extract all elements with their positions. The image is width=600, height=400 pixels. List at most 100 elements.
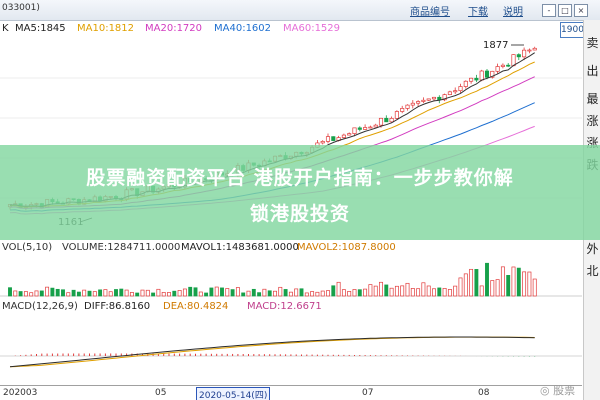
volume-bar xyxy=(204,292,209,297)
volume-bar xyxy=(532,278,537,297)
candle-body xyxy=(347,133,352,136)
volume-bar xyxy=(39,290,44,297)
candle-body xyxy=(325,136,331,142)
volume-bar xyxy=(209,287,214,297)
download-link[interactable]: 下载 xyxy=(468,7,488,18)
candle-body xyxy=(437,96,442,101)
date-tick-08: 08 xyxy=(478,388,490,398)
volume-bar xyxy=(29,292,34,297)
volume-bar xyxy=(225,288,230,297)
volume-bar xyxy=(368,284,373,297)
volume-bar xyxy=(447,289,452,297)
volume-bar xyxy=(188,286,193,297)
volume-bar xyxy=(405,282,410,297)
volume-bar xyxy=(283,289,288,297)
sidebar-item-sell[interactable]: 卖 xyxy=(586,36,599,50)
candle-body xyxy=(384,117,389,123)
volume-bar xyxy=(156,288,161,297)
volume-bar xyxy=(114,289,118,297)
volume-bar xyxy=(50,287,55,297)
volume-bar xyxy=(278,286,283,297)
candle-body xyxy=(421,99,426,102)
volume-bar xyxy=(421,282,426,297)
sidebar-item-latest[interactable]: 最 xyxy=(586,92,599,106)
volume-bar xyxy=(315,291,320,297)
volume-bar xyxy=(453,285,458,297)
volume-bar xyxy=(363,288,368,297)
volume-bar xyxy=(299,288,304,297)
candle-body xyxy=(410,102,415,106)
volume-bar xyxy=(490,280,495,297)
volume-bar xyxy=(193,287,198,297)
sidebar-item-outer[interactable]: 外 xyxy=(586,242,599,256)
maximize-button[interactable]: □ xyxy=(558,4,572,17)
sidebar-item-out[interactable]: 出 xyxy=(586,64,599,78)
minimize-button[interactable]: - xyxy=(542,4,556,17)
volume-bar xyxy=(135,292,140,297)
window-titlebar: 033001) 商品编号 下载 说明 - □ × xyxy=(0,0,600,21)
volume-bar xyxy=(214,286,219,297)
candle-body xyxy=(469,77,474,82)
macd-legend: MACD(12,26,9) DIFF:86.8160 DEA:80.4824 M… xyxy=(0,300,582,314)
candle-body xyxy=(506,64,511,67)
volume-bar xyxy=(172,290,177,297)
diff-value: DIFF:86.8160 xyxy=(84,301,151,312)
volume-bar xyxy=(432,288,436,297)
volume-bar xyxy=(8,287,12,297)
candle-body xyxy=(453,90,458,93)
diff-line xyxy=(9,336,535,368)
mavol1-value: MAVOL1:1483681.0000 xyxy=(181,242,299,253)
volume-bar xyxy=(87,290,92,297)
ma10-value: MA10:1812 xyxy=(77,23,135,34)
volume-bar xyxy=(400,285,405,297)
volume-bar xyxy=(76,291,81,297)
volume-bar xyxy=(235,287,240,297)
vol-label: VOL(5,10) xyxy=(2,242,53,253)
candle-body xyxy=(400,108,405,112)
sidebar-item-north[interactable]: 北 xyxy=(586,264,599,278)
candle-body xyxy=(484,70,490,78)
close-button[interactable]: × xyxy=(574,4,588,17)
volume-bar xyxy=(82,289,87,297)
selected-date[interactable]: 2020-05-14(四) xyxy=(196,387,271,400)
volume-bar xyxy=(357,289,362,297)
volume-bar xyxy=(251,288,256,297)
candle-body xyxy=(447,91,452,95)
volume-bar xyxy=(341,289,346,297)
volume-bar xyxy=(511,266,516,297)
volume-chart-area[interactable] xyxy=(0,255,582,297)
volume-bar xyxy=(320,290,325,297)
volume-bar xyxy=(98,289,103,297)
volume-bar xyxy=(55,288,60,297)
volume-bar xyxy=(331,285,336,297)
ma20-value: MA20:1720 xyxy=(145,23,203,34)
volume-bar xyxy=(257,292,262,297)
macd-chart-area[interactable] xyxy=(0,314,582,384)
kline-label: K xyxy=(2,23,9,34)
banner-title-line2: 锁港股投资 xyxy=(249,203,350,225)
volume-bar xyxy=(108,291,113,297)
volume-value: VOLUME:1284711.0000 xyxy=(62,242,181,253)
volume-bar xyxy=(485,262,489,297)
product-id-link[interactable]: 商品编号 xyxy=(410,7,450,18)
candle-body xyxy=(463,80,468,87)
ma40-value: MA40:1602 xyxy=(214,23,272,34)
volume-bar xyxy=(267,290,272,297)
volume-bar xyxy=(506,275,511,297)
watermark-text: ◎ 股票 xyxy=(540,384,576,397)
volume-bar xyxy=(145,289,150,297)
candle-body xyxy=(426,98,431,101)
volume-bar xyxy=(469,268,474,297)
help-link[interactable]: 说明 xyxy=(503,7,523,18)
high-price-label: 1877 xyxy=(483,40,508,51)
candle-body xyxy=(479,70,484,81)
sidebar-item-rise[interactable]: 涨 xyxy=(586,114,599,128)
volume-bar xyxy=(294,288,299,297)
dea-line xyxy=(9,336,535,368)
volume-bar xyxy=(124,289,129,297)
candle-body xyxy=(357,127,362,130)
volume-bar xyxy=(273,290,277,297)
candle-body xyxy=(352,127,357,134)
promo-banner: 股票融资配资平台 港股开户指南：一步步教你解 锁港股投资 xyxy=(0,145,600,240)
